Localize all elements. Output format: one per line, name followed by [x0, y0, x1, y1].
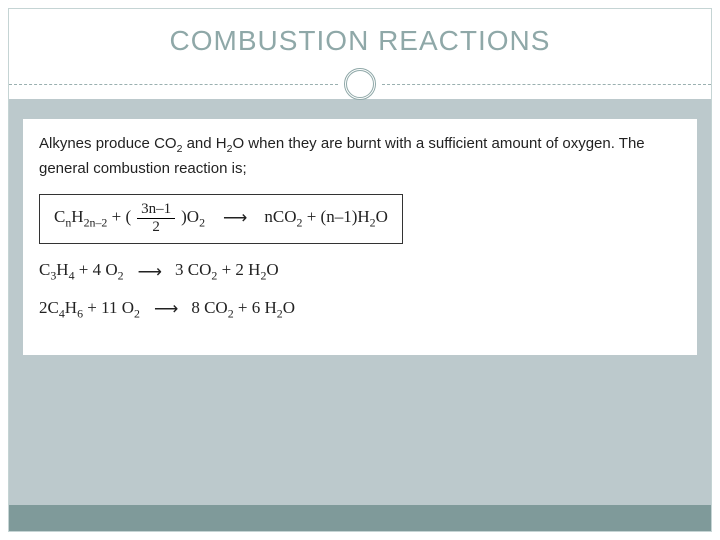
ex1-left: C3H4 + 4 O2 — [39, 260, 124, 283]
circle-icon — [344, 68, 376, 100]
divider-line-left — [9, 84, 338, 85]
ex2-right: 8 CO2 + 6 H2O — [191, 298, 295, 321]
slide-container: COMBUSTION REACTIONS Alkynes produce CO2… — [0, 0, 720, 540]
ex2-left: 2C4H6 + 11 O2 — [39, 298, 140, 321]
general-equation: CnH2n–2 + ( 3n–1 2 )O2 ⟶ nCO2 + (n–1)H2O — [54, 201, 388, 235]
example-equation-2: 2C4H6 + 11 O2 ⟶ 8 CO2 + 6 H2O — [39, 298, 681, 321]
arrow-icon: ⟶ — [140, 299, 191, 319]
example-equation-1: C3H4 + 4 O2 ⟶ 3 CO2 + 2 H2O — [39, 260, 681, 283]
arrow-icon: ⟶ — [124, 262, 175, 282]
content-box: Alkynes produce CO2 and H2O when they ar… — [23, 119, 697, 355]
divider-line-right — [382, 84, 711, 85]
fraction-denominator: 2 — [148, 219, 164, 236]
spacer — [9, 99, 711, 119]
divider — [9, 69, 711, 99]
eq-fraction: 3n–1 2 — [137, 201, 175, 235]
ex1-right: 3 CO2 + 2 H2O — [175, 260, 279, 283]
footer-band — [9, 505, 711, 531]
fraction-numerator: 3n–1 — [137, 201, 175, 219]
eq-mid: )O2 — [181, 207, 205, 230]
slide-title: COMBUSTION REACTIONS — [9, 25, 711, 69]
eq-right: nCO2 + (n–1)H2O — [264, 207, 388, 230]
slide-frame: COMBUSTION REACTIONS Alkynes produce CO2… — [8, 8, 712, 532]
title-area: COMBUSTION REACTIONS — [9, 9, 711, 69]
arrow-icon: ⟶ — [209, 208, 260, 228]
general-equation-box: CnH2n–2 + ( 3n–1 2 )O2 ⟶ nCO2 + (n–1)H2O — [39, 194, 403, 244]
eq-left: CnH2n–2 + ( — [54, 207, 131, 230]
intro-text: Alkynes produce CO2 and H2O when they ar… — [39, 133, 681, 180]
